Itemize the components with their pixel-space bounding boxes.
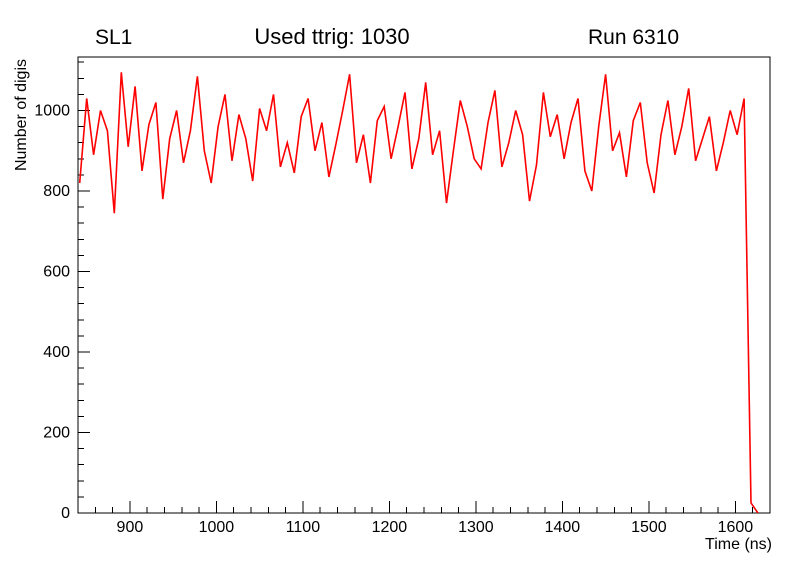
pad-title-center: Used ttrig: 1030 (254, 24, 410, 49)
x-axis (77, 501, 771, 513)
y-tick-label: 800 (43, 183, 70, 200)
y-tick-label: 600 (43, 264, 70, 281)
tick-labels: 900 1000 1100 1200 1300 1400 1500 1600 0 200 400 60… (34, 103, 753, 536)
x-tick-label: 1300 (458, 519, 494, 536)
x-tick-label: 1000 (199, 519, 235, 536)
x-tick-label: 1400 (545, 519, 581, 536)
y-tick-label: 400 (43, 344, 70, 361)
x-tick-label: 1200 (372, 519, 408, 536)
x-tick-label: 1500 (631, 519, 667, 536)
y-tick-label: 1000 (34, 103, 70, 120)
y-axis (78, 61, 90, 514)
x-axis-label: Time (ns) (705, 536, 772, 553)
data-line (78, 72, 759, 513)
y-tick-label: 200 (43, 425, 70, 442)
x-tick-label: 1600 (718, 519, 754, 536)
pad-title-left: SL1 (95, 26, 133, 49)
plot-frame (77, 56, 771, 514)
x-tick-label: 1100 (286, 519, 321, 536)
x-tick-label: 900 (117, 519, 144, 536)
y-tick-label: 0 (61, 505, 70, 522)
pad-title-right: Run 6310 (588, 26, 680, 49)
